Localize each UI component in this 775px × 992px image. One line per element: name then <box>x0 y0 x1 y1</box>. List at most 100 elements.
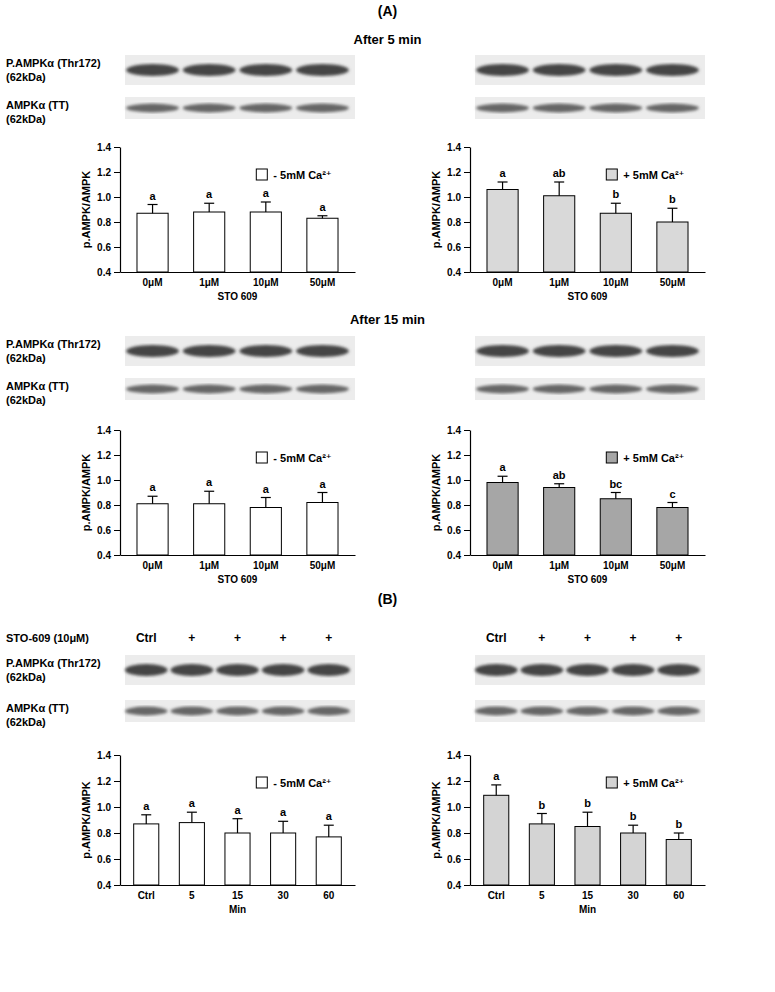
treatment-label: STO-609 (10μM) <box>6 632 89 644</box>
y-tick-label: 1.4 <box>447 425 461 436</box>
blot-band <box>589 104 642 113</box>
x-tick: Ctrl <box>138 885 155 901</box>
y-tick: 0.8 <box>447 217 470 228</box>
x-tick-label: 50μM <box>660 560 686 571</box>
x-axis-line <box>121 272 356 273</box>
x-tick: 50μM <box>660 555 686 571</box>
blot-label: (62kDa) <box>6 671 46 683</box>
bar <box>600 499 631 555</box>
blot-band <box>126 385 179 394</box>
y-tick-label: 1.2 <box>97 450 111 461</box>
blot-band <box>476 64 529 76</box>
y-tick-label: 1.0 <box>447 475 461 486</box>
bar <box>544 488 575 556</box>
y-axis-line <box>120 756 121 886</box>
y-axis-title: p.AMPK/AMPK <box>430 171 442 249</box>
y-tick-label: 0.6 <box>447 242 461 253</box>
x-axis-line <box>471 272 706 273</box>
y-axis-title: p.AMPK/AMPK <box>430 454 442 532</box>
x-axis: 0μM1μM10μM50μM <box>471 555 706 571</box>
x-tick-label: 5 <box>189 890 195 901</box>
x-tick: 1μM <box>549 272 569 288</box>
x-tick-label: 10μM <box>603 277 629 288</box>
x-tick: 1μM <box>199 272 219 288</box>
blot-label: (62kDa) <box>6 71 46 83</box>
y-tick-mark <box>114 147 120 148</box>
x-tick-label: 1μM <box>549 277 569 288</box>
error-bar-cap <box>537 813 547 814</box>
bar <box>529 824 554 885</box>
blot <box>125 55 355 85</box>
y-tick-label: 0.8 <box>447 500 461 511</box>
x-tick: 15 <box>582 885 594 901</box>
legend-entry: - 5mM Ca²⁺ <box>256 452 332 464</box>
y-tick-mark <box>114 197 120 198</box>
y-tick-mark <box>464 807 470 808</box>
y-tick: 1.2 <box>447 450 470 461</box>
x-tick: 10μM <box>253 555 279 571</box>
blot-band <box>183 104 236 113</box>
blot-label: P.AMPKα (Thr172) <box>6 657 101 669</box>
x-axis: Ctrl5153060 <box>121 885 356 901</box>
y-tick: 0.6 <box>97 854 120 865</box>
blot-band <box>239 385 292 394</box>
blot <box>475 55 705 85</box>
error-bar <box>261 498 271 508</box>
significance-letter: a <box>149 481 156 493</box>
significance-letter: ab <box>553 469 566 481</box>
chart: aabbb+ 5mM Ca²⁺0.40.60.81.01.21.40μM1μM1… <box>430 55 706 302</box>
blot-band <box>589 345 642 357</box>
x-axis: 0μM1μM10μM50μM <box>121 555 356 571</box>
blot-label: P.AMPKα (Thr172) <box>6 338 101 350</box>
error-bar <box>233 819 243 833</box>
error-bar-cap <box>261 201 271 202</box>
y-tick-label: 0.6 <box>97 854 111 865</box>
x-tick: 60 <box>673 885 685 901</box>
chart: aabbcc+ 5mM Ca²⁺0.40.60.81.01.21.40μM1μM… <box>430 336 706 585</box>
x-tick: 50μM <box>310 555 336 571</box>
blot-band <box>476 385 529 394</box>
significance-letter: a <box>280 806 287 818</box>
x-tick-label: 10μM <box>603 560 629 571</box>
x-tick-label: Ctrl <box>488 890 505 901</box>
error-bar-cap <box>498 476 508 477</box>
x-tick-label: 60 <box>673 890 685 901</box>
error-bar-cap <box>667 208 677 209</box>
error-bar <box>628 825 638 833</box>
y-tick-mark <box>464 222 470 223</box>
error-bar-cap <box>554 181 564 182</box>
significance-letter: a <box>319 201 326 213</box>
bar <box>179 823 204 885</box>
blot-band <box>476 104 529 113</box>
blot-band <box>646 64 699 76</box>
plot-area <box>487 476 688 555</box>
bar <box>487 190 518 273</box>
y-tick-label: 0.8 <box>97 217 111 228</box>
y-tick-mark <box>464 247 470 248</box>
y-tick-mark <box>464 530 470 531</box>
significance-letter: a <box>493 770 500 782</box>
blot-label: P.AMPKα (Thr172) <box>6 57 101 69</box>
y-tick-mark <box>114 480 120 481</box>
blot-background <box>475 700 705 722</box>
error-bar-cap <box>317 215 327 216</box>
error-bar-stem <box>541 814 542 824</box>
bar <box>250 212 281 272</box>
blot-band <box>657 707 700 716</box>
blot-band <box>239 64 292 76</box>
treatment-lane: + <box>234 631 241 645</box>
error-bar-cap <box>324 825 334 826</box>
y-tick: 0.8 <box>97 828 120 839</box>
y-tick: 1.2 <box>447 167 470 178</box>
bar <box>666 840 691 886</box>
blot-band <box>307 707 350 716</box>
x-tick-label: 30 <box>628 890 640 901</box>
y-tick: 1.0 <box>447 802 470 813</box>
legend-swatch <box>256 452 267 463</box>
significance-letter: a <box>149 190 156 202</box>
y-tick-label: 1.0 <box>97 192 111 203</box>
y-tick-label: 1.0 <box>447 802 461 813</box>
blot-band <box>612 664 655 676</box>
y-tick-mark <box>114 555 120 556</box>
x-tick-label: 0μM <box>143 277 163 288</box>
